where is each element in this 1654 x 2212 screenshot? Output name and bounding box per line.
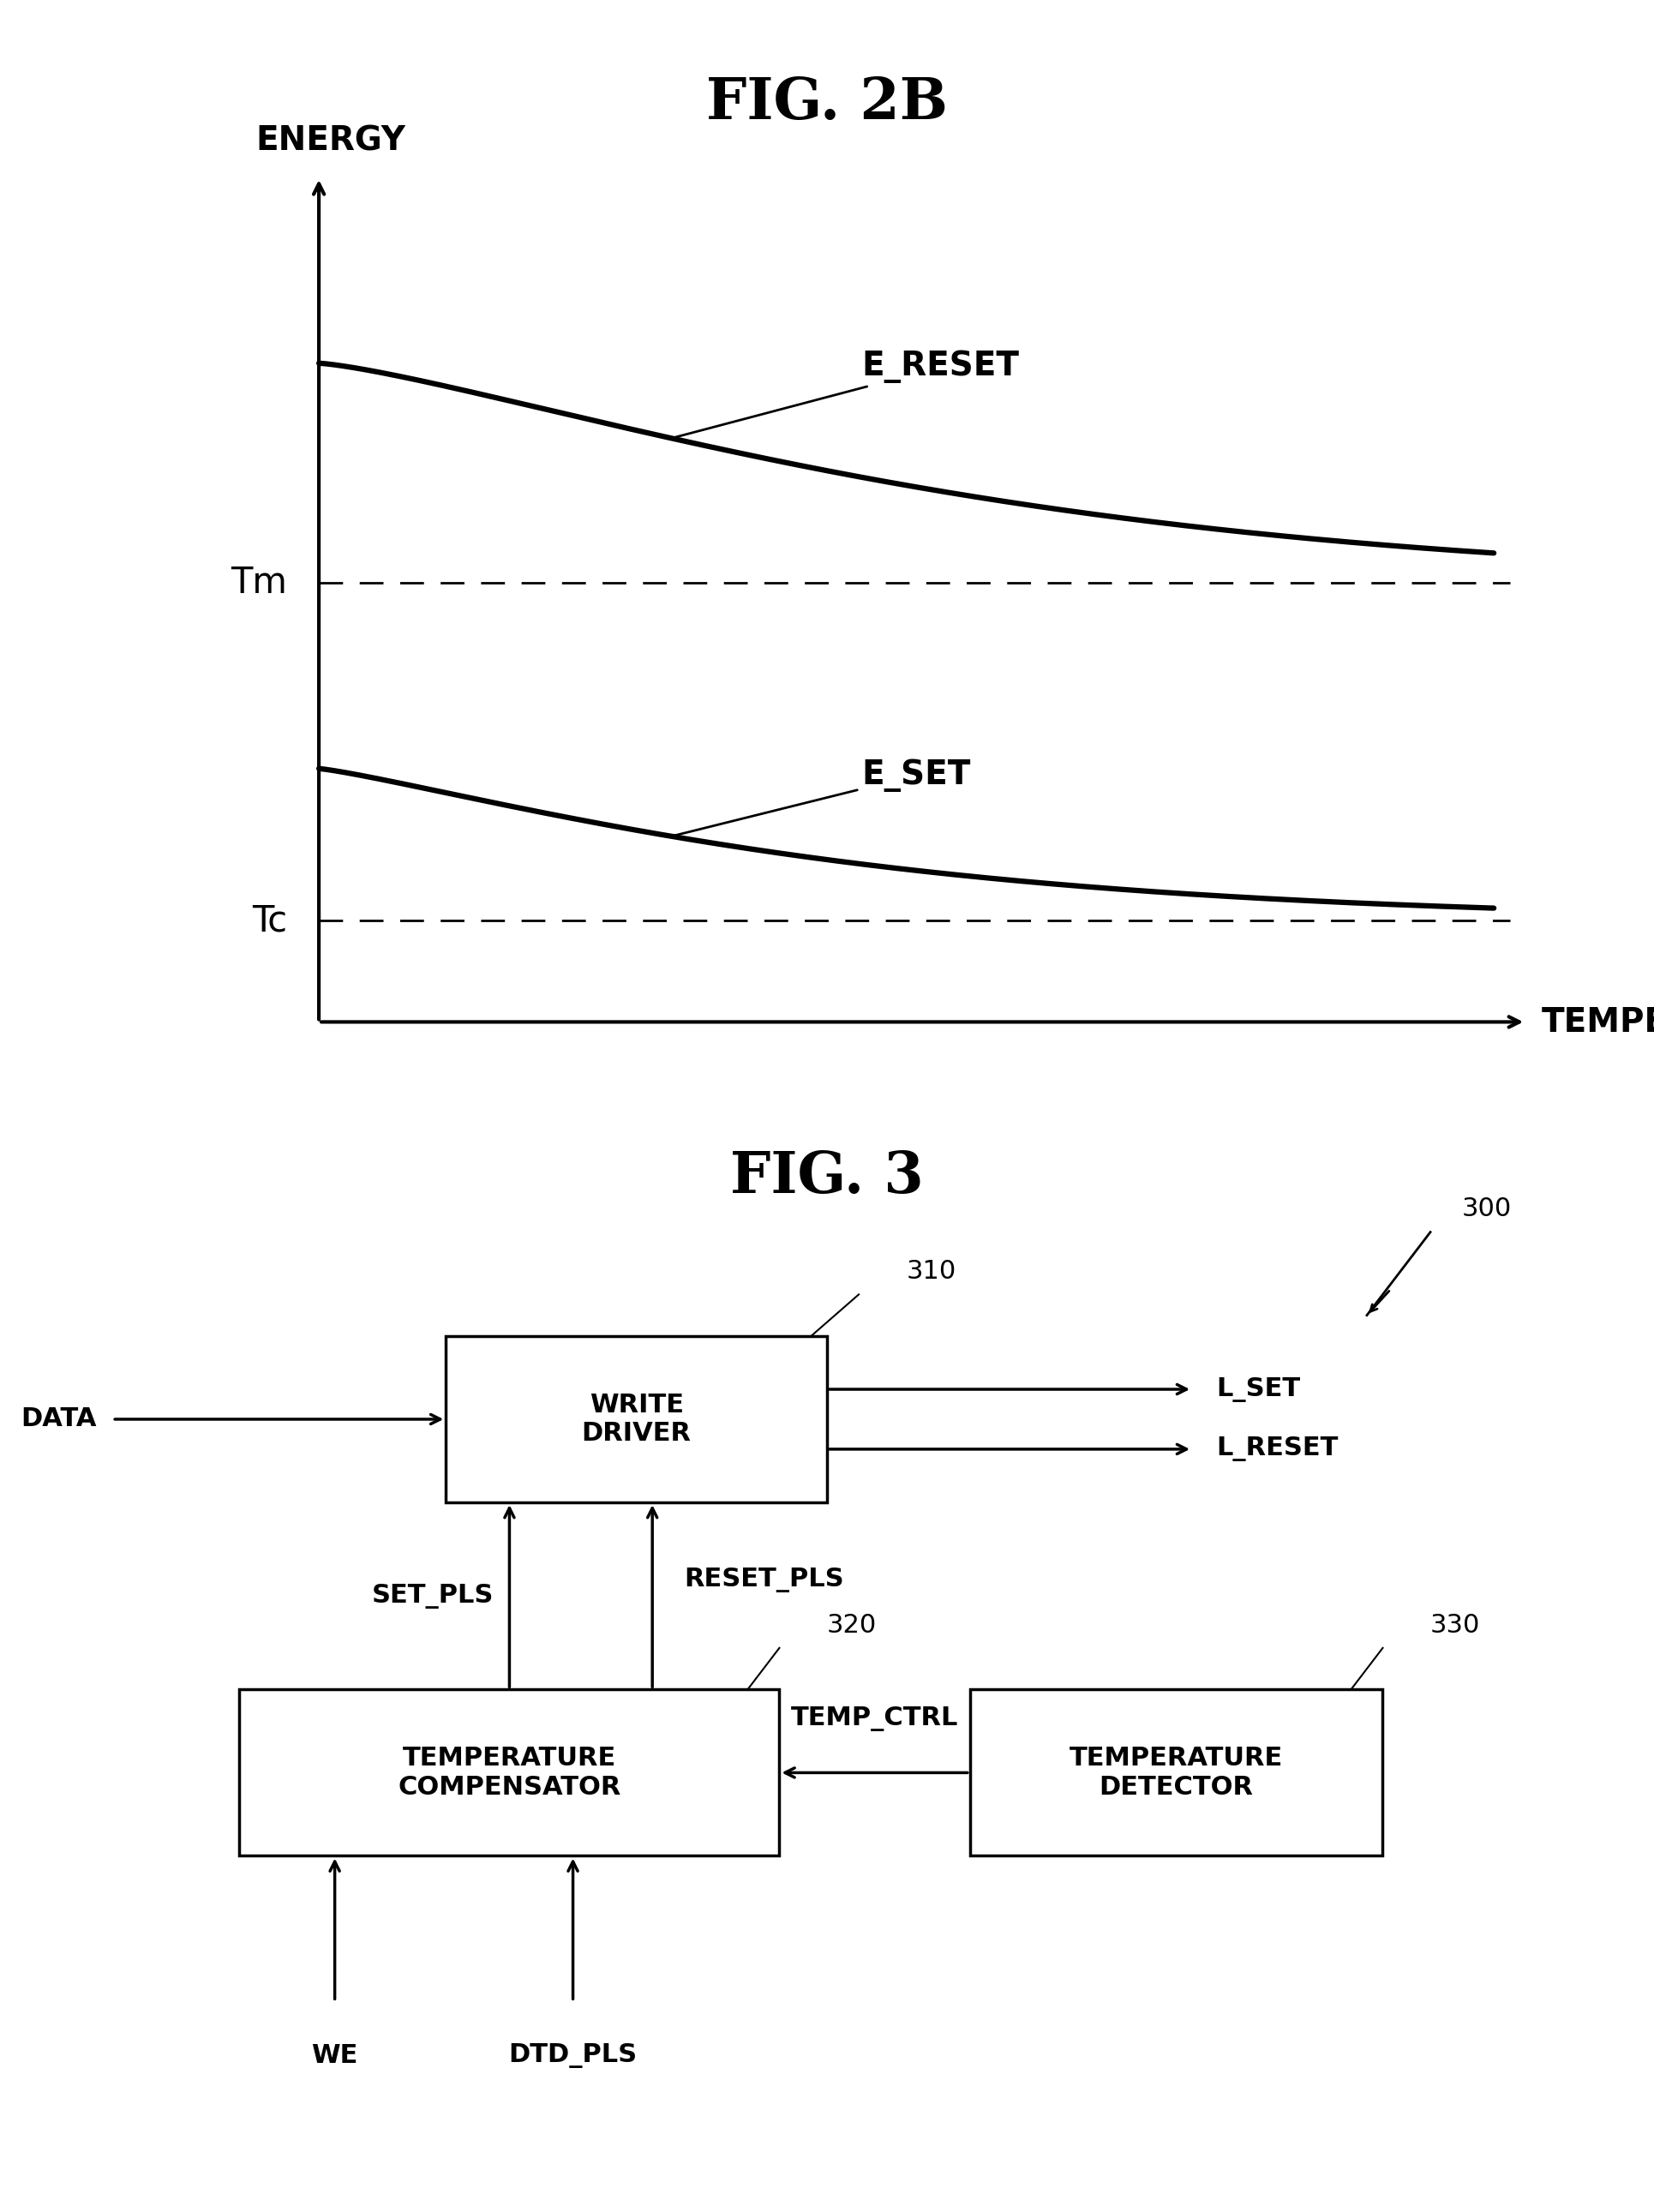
Text: RESET_PLS: RESET_PLS	[685, 1568, 844, 1593]
Text: L_RESET: L_RESET	[1216, 1438, 1338, 1462]
Text: Tm: Tm	[230, 564, 288, 602]
Text: SET_PLS: SET_PLS	[372, 1584, 493, 1608]
Text: FIG. 3: FIG. 3	[731, 1148, 923, 1206]
Bar	[969, 1690, 1383, 1856]
Text: 320: 320	[827, 1613, 877, 1637]
Text: Tc: Tc	[251, 902, 288, 938]
Text: TEMPERATURE
DETECTOR: TEMPERATURE DETECTOR	[1070, 1745, 1284, 1801]
Text: E_SET: E_SET	[673, 759, 971, 836]
Text: 330: 330	[1431, 1613, 1480, 1637]
Text: TEMP_CTRL: TEMP_CTRL	[791, 1705, 958, 1732]
Text: ENERGY: ENERGY	[255, 124, 405, 157]
Text: TEMPERATURE: TEMPERATURE	[1542, 1006, 1654, 1037]
Text: TEMPERATURE
COMPENSATOR: TEMPERATURE COMPENSATOR	[399, 1745, 620, 1801]
Text: 310: 310	[906, 1259, 956, 1283]
Text: E_RESET: E_RESET	[673, 349, 1019, 438]
Text: 300: 300	[1462, 1197, 1512, 1221]
Text: WRITE
DRIVER: WRITE DRIVER	[582, 1391, 691, 1447]
Text: DATA: DATA	[22, 1407, 96, 1431]
Text: FIG. 2B: FIG. 2B	[706, 75, 948, 131]
Bar	[240, 1690, 779, 1856]
Text: WE: WE	[311, 2044, 357, 2068]
Bar	[447, 1336, 827, 1502]
Text: L_SET: L_SET	[1216, 1376, 1300, 1402]
Text: DTD_PLS: DTD_PLS	[509, 2044, 637, 2068]
